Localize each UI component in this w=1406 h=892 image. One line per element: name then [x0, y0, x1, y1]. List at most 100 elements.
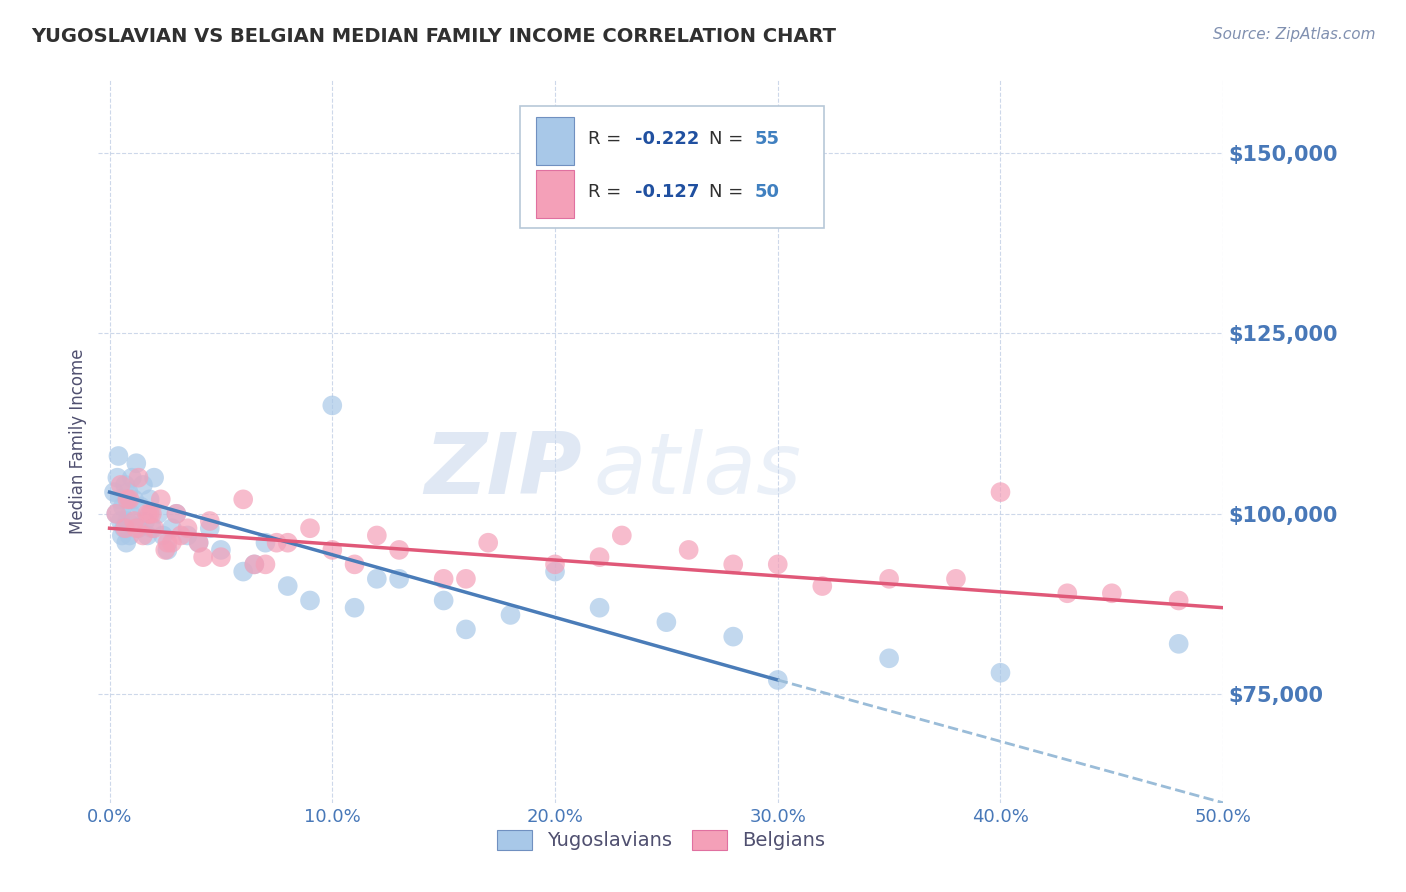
Point: [138, 507, 160, 521]
Point: [187, 535, 209, 549]
Point: [232, 492, 254, 507]
Text: N =: N =: [709, 183, 749, 201]
Point: [128, 470, 150, 484]
Point: [129, 500, 152, 514]
Point: [232, 565, 254, 579]
Point: [454, 623, 477, 637]
Text: Source: ZipAtlas.com: Source: ZipAtlas.com: [1212, 27, 1375, 42]
Point: [198, 514, 221, 528]
Point: [156, 542, 179, 557]
Point: [243, 558, 266, 572]
Point: [111, 528, 134, 542]
Point: [132, 478, 155, 492]
Point: [125, 456, 148, 470]
Point: [120, 507, 142, 521]
Point: [170, 528, 193, 542]
Point: [433, 572, 456, 586]
Point: [141, 507, 163, 521]
Point: [544, 558, 567, 572]
Point: [298, 593, 321, 607]
Point: [160, 521, 183, 535]
Point: [176, 521, 198, 535]
Point: [277, 579, 299, 593]
Point: [243, 558, 266, 572]
Point: [499, 607, 522, 622]
Point: [148, 507, 170, 521]
Point: [160, 535, 183, 549]
Point: [877, 572, 900, 586]
Point: [366, 528, 388, 542]
Text: YUGOSLAVIAN VS BELGIAN MEDIAN FAMILY INCOME CORRELATION CHART: YUGOSLAVIAN VS BELGIAN MEDIAN FAMILY INC…: [31, 27, 837, 45]
Text: 55: 55: [754, 130, 779, 148]
Point: [114, 478, 136, 492]
Point: [165, 507, 187, 521]
Point: [117, 514, 139, 528]
Point: [321, 398, 343, 412]
Point: [111, 500, 134, 514]
Point: [433, 593, 456, 607]
Point: [1167, 593, 1189, 607]
Point: [132, 528, 155, 542]
Point: [136, 507, 159, 521]
Point: [366, 572, 388, 586]
Point: [454, 572, 477, 586]
Text: atlas: atlas: [593, 429, 801, 512]
Point: [191, 550, 214, 565]
Point: [343, 600, 366, 615]
FancyBboxPatch shape: [536, 169, 574, 219]
Text: R =: R =: [588, 130, 627, 148]
Point: [103, 485, 125, 500]
Point: [155, 542, 177, 557]
Text: -0.222: -0.222: [636, 130, 699, 148]
Point: [945, 572, 967, 586]
Point: [125, 521, 148, 535]
Point: [187, 535, 209, 549]
Point: [388, 542, 411, 557]
Point: [176, 528, 198, 542]
Point: [165, 507, 187, 521]
Point: [277, 535, 299, 549]
Point: [544, 565, 567, 579]
Point: [121, 470, 143, 484]
Point: [321, 542, 343, 557]
Text: 50: 50: [754, 183, 779, 201]
Point: [766, 673, 789, 687]
Point: [108, 492, 131, 507]
Point: [209, 550, 232, 565]
Point: [105, 507, 128, 521]
Point: [254, 535, 277, 549]
Point: [143, 470, 166, 484]
Point: [117, 492, 139, 507]
Point: [655, 615, 678, 630]
Point: [721, 558, 744, 572]
Point: [678, 542, 700, 557]
Point: [136, 528, 159, 542]
Point: [128, 521, 150, 535]
Point: [118, 528, 141, 542]
Point: [766, 558, 789, 572]
Point: [209, 542, 232, 557]
Point: [112, 521, 135, 535]
Point: [152, 528, 174, 542]
Point: [198, 521, 221, 535]
Point: [118, 492, 141, 507]
Point: [143, 521, 166, 535]
Point: [298, 521, 321, 535]
Point: [122, 514, 145, 528]
Point: [388, 572, 411, 586]
Text: R =: R =: [588, 183, 627, 201]
Point: [990, 665, 1012, 680]
Point: [107, 449, 129, 463]
Point: [343, 558, 366, 572]
Point: [990, 485, 1012, 500]
FancyBboxPatch shape: [536, 117, 574, 165]
Point: [149, 492, 172, 507]
Point: [115, 535, 138, 549]
Y-axis label: Median Family Income: Median Family Income: [69, 349, 87, 534]
Point: [141, 521, 163, 535]
Point: [588, 600, 610, 615]
Point: [588, 550, 610, 565]
Text: ZIP: ZIP: [425, 429, 582, 512]
Point: [117, 485, 139, 500]
Point: [1056, 586, 1078, 600]
